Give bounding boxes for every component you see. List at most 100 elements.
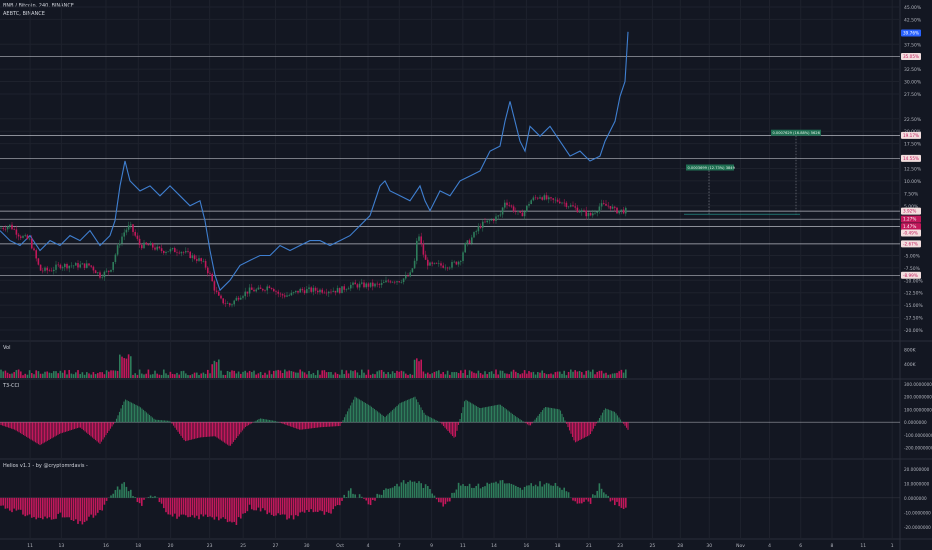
helios-bar <box>64 497 66 518</box>
volume-bar <box>222 374 224 378</box>
helios-bar <box>70 497 73 521</box>
candle-body <box>251 287 253 290</box>
helios-bar <box>154 496 156 498</box>
volume-bar <box>253 370 255 378</box>
candle-body <box>398 281 400 283</box>
x-tick-label: 14 <box>491 543 497 549</box>
candle-body <box>521 212 524 217</box>
helios-bar <box>2 497 4 506</box>
price-badge-label: -8.99% <box>903 273 918 278</box>
volume-bar <box>506 373 508 378</box>
candle-body <box>499 214 502 216</box>
helios-bar <box>303 497 306 513</box>
volume-bar <box>576 371 579 378</box>
candle-body <box>614 206 616 208</box>
helios-bar <box>180 497 183 515</box>
helios-bar <box>17 497 20 510</box>
helios-bar <box>501 480 504 498</box>
candle-body <box>411 268 414 273</box>
candle-body <box>187 251 189 252</box>
volume-bar <box>490 371 493 378</box>
candle-body <box>211 273 213 282</box>
helios-bar <box>334 497 337 507</box>
helios-bar <box>387 488 389 498</box>
helios-bar <box>389 488 392 498</box>
candle-body <box>394 281 396 283</box>
helios-bar <box>453 492 455 498</box>
helios-bar <box>424 484 427 498</box>
candle-body <box>134 231 136 236</box>
volume-bar <box>422 371 425 378</box>
helios-bar <box>244 497 246 514</box>
volume-bar <box>521 373 524 378</box>
volume-bar <box>442 372 444 378</box>
volume-bar <box>112 370 114 378</box>
candle-body <box>24 235 26 237</box>
volume-bar <box>138 369 141 378</box>
candle-body <box>473 232 475 238</box>
candle-body <box>103 271 106 278</box>
volume-bar <box>493 373 495 378</box>
volume-bar <box>611 373 614 378</box>
candle-body <box>114 254 117 262</box>
candle-body <box>4 228 7 230</box>
candle-body <box>413 260 416 269</box>
volume-bar <box>83 374 86 378</box>
volume-bar <box>132 374 134 378</box>
x-tick-label: 25 <box>650 543 656 549</box>
candle-body <box>193 255 196 260</box>
helios-bar <box>94 497 97 516</box>
volume-bar <box>416 358 418 378</box>
candle-body <box>83 263 86 268</box>
candle-body <box>444 267 447 269</box>
candle-body <box>543 195 546 200</box>
candle-body <box>565 202 568 207</box>
helios-bar <box>365 497 367 501</box>
volume-bar <box>108 371 110 378</box>
candle-body <box>598 206 601 212</box>
helios-bar <box>438 497 440 503</box>
candle-body <box>169 249 172 252</box>
helios-bar <box>614 497 616 506</box>
x-tick-label: 9 <box>430 543 433 549</box>
candle-body <box>57 264 59 266</box>
volume-bar <box>35 370 37 378</box>
helios-bar <box>158 497 161 503</box>
candle-body <box>402 278 405 283</box>
volume-tick-label: 800K <box>904 348 917 354</box>
helios-bar <box>559 487 561 498</box>
candle-body <box>363 282 365 288</box>
helios-bar <box>224 497 227 519</box>
volume-bar <box>510 371 513 378</box>
helios-bar <box>332 497 334 510</box>
volume-bar <box>235 373 238 378</box>
volume-bar <box>365 374 367 378</box>
volume-bar <box>94 374 97 378</box>
volume-bar <box>539 372 541 378</box>
price-badge <box>901 240 921 248</box>
helios-bar <box>310 497 312 510</box>
candle-body <box>20 236 22 238</box>
price-badge <box>901 154 921 162</box>
volume-bar <box>9 373 11 378</box>
volume-bar <box>424 373 427 378</box>
aebtc-compare-line <box>0 31 629 292</box>
candle-body <box>396 281 398 283</box>
volume-bar <box>105 370 108 378</box>
candle-body <box>325 292 328 294</box>
candle-body <box>552 198 554 200</box>
helios-bar <box>343 494 345 498</box>
volume-bar <box>477 370 480 378</box>
helios-bar <box>226 497 229 523</box>
helios-bar <box>48 497 51 518</box>
candle-body <box>246 291 249 294</box>
candle-body <box>323 292 326 294</box>
price-badge <box>901 229 921 237</box>
candle-body <box>482 221 484 228</box>
helios-bar <box>314 497 317 512</box>
candle-body <box>358 283 361 288</box>
volume-bar <box>486 374 488 378</box>
volume-bar <box>572 371 574 378</box>
volume-bar <box>427 372 429 378</box>
